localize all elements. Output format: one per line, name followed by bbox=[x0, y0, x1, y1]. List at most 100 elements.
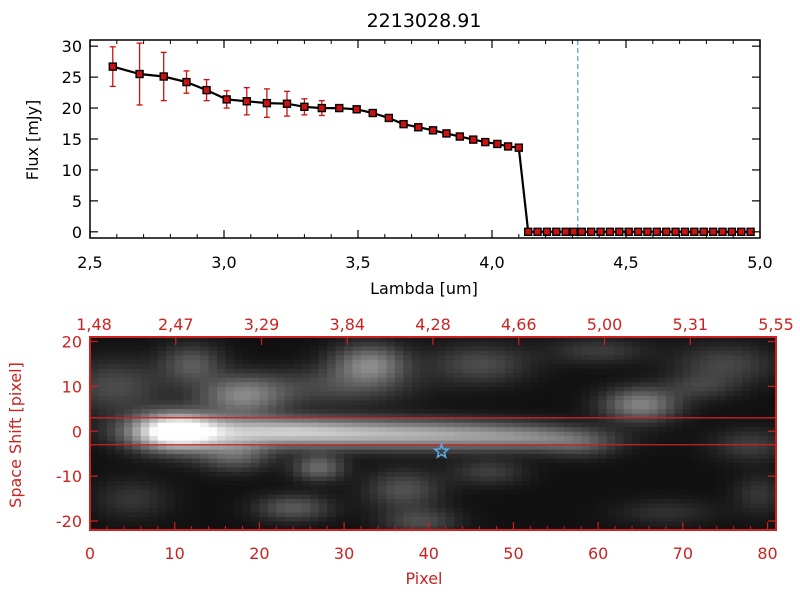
image-pixel bbox=[759, 498, 768, 504]
image-pixel bbox=[733, 498, 743, 504]
image-pixel bbox=[200, 458, 209, 464]
image-pixel bbox=[632, 341, 641, 347]
image-pixel bbox=[352, 408, 362, 414]
image-pixel bbox=[310, 435, 320, 441]
image-pixel bbox=[759, 404, 768, 410]
image-pixel bbox=[648, 444, 658, 450]
image-pixel bbox=[750, 363, 760, 369]
image-pixel bbox=[149, 422, 159, 428]
image-pixel bbox=[479, 345, 489, 351]
image-pixel bbox=[284, 462, 294, 468]
image-pixel bbox=[267, 337, 277, 342]
image-pixel bbox=[132, 363, 142, 369]
image-pixel bbox=[250, 440, 260, 446]
image-pixel bbox=[149, 476, 159, 482]
data-point bbox=[202, 85, 211, 95]
image-pixel bbox=[318, 458, 328, 464]
image-pixel bbox=[267, 476, 277, 482]
image-pixel bbox=[471, 453, 480, 459]
image-pixel bbox=[521, 431, 531, 437]
image-pixel bbox=[471, 435, 480, 441]
image-pixel bbox=[344, 408, 353, 414]
image-pixel bbox=[403, 440, 413, 446]
image-pixel bbox=[259, 404, 269, 410]
image-pixel bbox=[166, 462, 176, 468]
image-pixel bbox=[132, 494, 142, 499]
image-pixel bbox=[521, 494, 531, 499]
image-pixel bbox=[657, 476, 667, 482]
image-pixel bbox=[716, 359, 726, 365]
image-pixel bbox=[90, 489, 99, 495]
image-pixel bbox=[352, 372, 362, 378]
image-pixel bbox=[615, 476, 624, 482]
image-pixel bbox=[369, 395, 379, 401]
image-pixel bbox=[674, 444, 684, 450]
image-pixel bbox=[200, 359, 209, 365]
image-pixel bbox=[530, 471, 540, 477]
image-pixel bbox=[157, 498, 167, 504]
image-pixel bbox=[606, 458, 616, 464]
image-pixel bbox=[140, 417, 150, 423]
image-pixel bbox=[276, 390, 286, 396]
image-pixel bbox=[310, 525, 320, 531]
image-pixel bbox=[547, 458, 557, 464]
image-pixel bbox=[394, 390, 404, 396]
image-pixel bbox=[725, 408, 735, 414]
image-pixel bbox=[183, 435, 193, 441]
image-pixel bbox=[699, 354, 709, 360]
image-pixel bbox=[377, 408, 387, 414]
image-pixel bbox=[581, 476, 591, 482]
image-pixel bbox=[335, 341, 345, 347]
image-pixel bbox=[377, 422, 387, 428]
image-pixel bbox=[606, 337, 616, 342]
image-pixel bbox=[454, 408, 464, 414]
image-pixel bbox=[361, 372, 370, 378]
image-pixel bbox=[445, 503, 455, 508]
image-pixel bbox=[411, 363, 421, 369]
image-pixel bbox=[98, 350, 108, 356]
image-pixel bbox=[428, 503, 438, 508]
image-pixel bbox=[454, 507, 464, 513]
image-pixel bbox=[606, 408, 616, 414]
image-pixel bbox=[572, 485, 582, 491]
image-pixel bbox=[479, 507, 489, 513]
image-pixel bbox=[267, 440, 277, 446]
image-pixel bbox=[437, 471, 447, 477]
image-pixel bbox=[521, 390, 531, 396]
image-pixel bbox=[123, 417, 133, 423]
image-pixel bbox=[691, 462, 701, 468]
image-pixel bbox=[725, 467, 735, 473]
image-pixel bbox=[183, 354, 193, 360]
image-pixel bbox=[462, 390, 472, 396]
image-pixel bbox=[589, 372, 599, 378]
x-tick-label: 2,5 bbox=[77, 253, 102, 272]
image-pixel bbox=[606, 395, 616, 401]
image-pixel bbox=[471, 507, 480, 513]
image-pixel bbox=[606, 507, 616, 513]
image-pixel bbox=[149, 341, 159, 347]
image-pixel bbox=[225, 381, 235, 387]
image-pixel bbox=[716, 372, 726, 378]
image-pixel bbox=[183, 462, 193, 468]
image-pixel bbox=[759, 521, 768, 526]
image-pixel bbox=[394, 476, 404, 482]
image-pixel bbox=[166, 471, 176, 477]
image-pixel bbox=[166, 395, 176, 401]
y-tick-label: 0 bbox=[72, 422, 82, 441]
image-pixel bbox=[555, 503, 565, 508]
image-pixel bbox=[166, 408, 176, 414]
image-pixel bbox=[284, 485, 294, 491]
image-pixel bbox=[174, 467, 184, 473]
image-pixel bbox=[420, 404, 430, 410]
image-pixel bbox=[479, 368, 489, 374]
image-pixel bbox=[132, 480, 142, 486]
image-pixel bbox=[106, 498, 116, 504]
image-pixel bbox=[149, 498, 159, 504]
image-pixel bbox=[301, 494, 311, 499]
image-pixel bbox=[428, 458, 438, 464]
image-pixel bbox=[166, 498, 176, 504]
image-pixel bbox=[623, 525, 633, 531]
image-pixel bbox=[462, 359, 472, 365]
image-pixel bbox=[344, 395, 353, 401]
image-pixel bbox=[615, 431, 624, 437]
